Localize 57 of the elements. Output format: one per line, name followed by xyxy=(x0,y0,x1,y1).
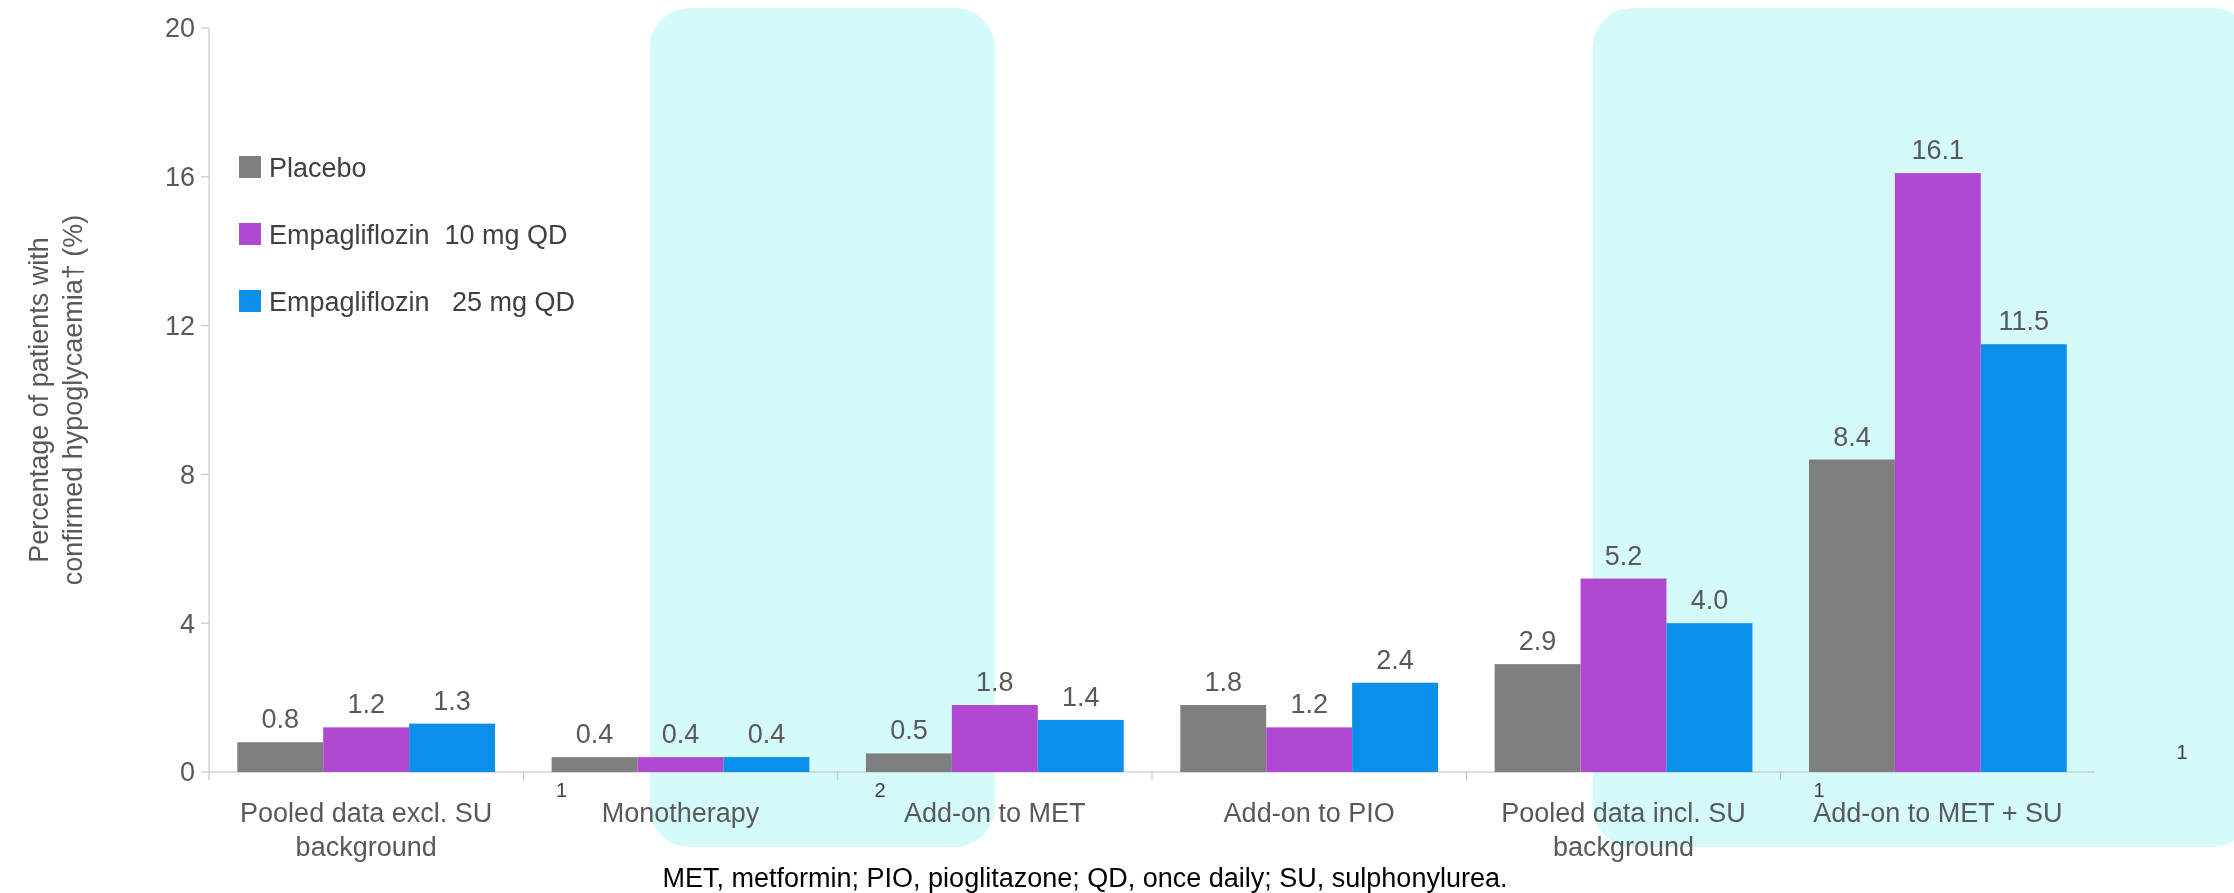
bar xyxy=(865,753,952,772)
legend-label: Empagliflozin 10 mg QD xyxy=(269,220,568,251)
y-axis-title: Percentage of patients with confirmed hypoglycaemia† (%) xyxy=(24,214,88,586)
bar xyxy=(1666,623,1753,772)
bar xyxy=(1980,344,2067,772)
data-label: 1.2 xyxy=(1290,689,1328,720)
data-label: 1.3 xyxy=(433,685,471,716)
x-tick-label: Add-on to PIO xyxy=(1223,798,1395,828)
bar xyxy=(1494,664,1581,772)
bar xyxy=(323,727,410,772)
data-label: 1.4 xyxy=(1061,681,1100,712)
y-tick-label: 12 xyxy=(164,311,195,342)
y-tick-label: 20 xyxy=(164,13,195,44)
data-label: 0.4 xyxy=(747,719,786,750)
bar xyxy=(1266,727,1353,772)
text: 2 xyxy=(874,779,886,801)
data-label: 1.8 xyxy=(1204,667,1243,698)
legend-label: Placebo xyxy=(269,153,367,184)
data-label: 1.2 xyxy=(347,689,385,720)
y-tick-label: 16 xyxy=(164,162,195,193)
bar xyxy=(551,757,638,772)
text: MET, metformin; PIO, pioglitazone; QD, once daily; SU, sulphonylurea. xyxy=(662,863,1508,893)
data-label: 4.0 xyxy=(1690,585,1729,616)
data-label: 0.4 xyxy=(575,719,614,750)
data-label: 0.4 xyxy=(661,719,700,750)
legend-label: Empagliflozin 25 mg QD xyxy=(269,287,576,318)
x-tick-label: Pooled data excl. SU background xyxy=(240,798,493,862)
bar xyxy=(1580,578,1667,772)
text: 1 xyxy=(1813,779,1825,801)
bar xyxy=(951,705,1038,772)
data-label: 2.9 xyxy=(1518,626,1557,657)
bar xyxy=(723,757,810,772)
x-tick-label: Add-on to MET + SU xyxy=(1813,798,2063,828)
y-tick-label: 0 xyxy=(179,757,195,788)
x-tick-label: Pooled data incl. SU background xyxy=(1501,798,1746,862)
data-label: 1.8 xyxy=(976,667,1014,698)
y-tick-label: 4 xyxy=(179,608,195,639)
data-label: 8.4 xyxy=(1833,421,1871,452)
data-label: 0.8 xyxy=(261,704,300,735)
data-label: 0.5 xyxy=(890,715,928,746)
bar xyxy=(237,742,324,772)
data-label: 11.5 xyxy=(1998,306,2050,337)
bar xyxy=(409,723,496,772)
data-label: 16.1 xyxy=(1911,135,1965,166)
bar xyxy=(1808,459,1895,772)
data-label: 2.4 xyxy=(1376,644,1414,675)
bar xyxy=(1894,173,1981,772)
bar xyxy=(637,757,724,772)
x-tick-label: Add-on to MET xyxy=(904,798,1086,828)
text: 1 xyxy=(556,779,568,801)
text: 1 xyxy=(2176,741,2188,763)
bar xyxy=(1037,719,1124,772)
x-tick-label: Monotherapy xyxy=(601,798,760,828)
bar xyxy=(1352,682,1439,772)
bar xyxy=(1180,705,1267,772)
data-label: 5.2 xyxy=(1604,540,1643,571)
y-tick-label: 8 xyxy=(179,459,195,490)
